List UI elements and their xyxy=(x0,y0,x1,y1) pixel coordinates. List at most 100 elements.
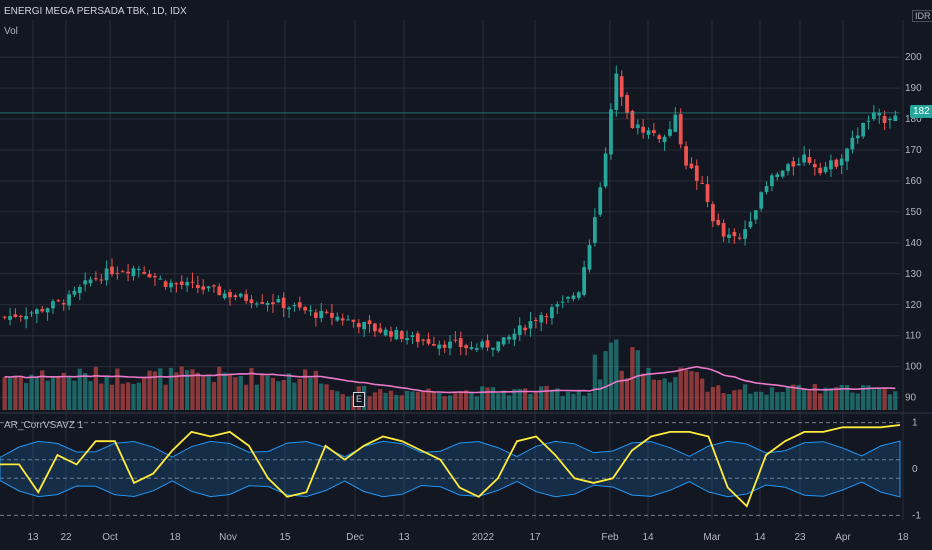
candle-body xyxy=(195,284,200,288)
candle-body xyxy=(319,310,324,319)
candle-body xyxy=(206,286,211,289)
candle-body xyxy=(458,338,463,348)
candle-body xyxy=(45,308,50,313)
volume-bar xyxy=(710,386,716,410)
volume-bar xyxy=(88,381,93,410)
candle-body xyxy=(24,316,29,320)
time-tick-label: 23 xyxy=(794,532,806,543)
candle-body xyxy=(845,148,849,162)
candle-body xyxy=(410,335,415,338)
candle-body xyxy=(576,292,581,298)
time-tick-label: 2022 xyxy=(472,532,495,543)
candle-body xyxy=(587,244,592,270)
volume-bar xyxy=(286,373,292,410)
volume-bar xyxy=(753,391,758,410)
candle-body xyxy=(426,338,431,344)
volume-bar xyxy=(485,387,490,410)
volume-bar xyxy=(147,370,152,410)
volume-bar xyxy=(748,393,753,410)
candle-body xyxy=(378,328,383,333)
candle-body xyxy=(786,164,790,171)
chart-title[interactable]: ENERGI MEGA PERSADA TBK, 1D, IDX xyxy=(4,6,187,17)
volume-bar xyxy=(18,375,23,410)
volume-bar xyxy=(249,367,254,410)
candle-body xyxy=(678,114,683,145)
volume-bar xyxy=(490,387,496,410)
candle-body xyxy=(313,312,318,318)
volume-bar xyxy=(99,383,104,410)
candle-body xyxy=(630,110,635,128)
candle-body xyxy=(228,291,232,298)
indicator-axis[interactable]: -1 0 1 xyxy=(912,418,921,522)
volume-bar xyxy=(614,339,619,410)
time-tick-label: 13 xyxy=(27,532,39,543)
volume-bar xyxy=(844,385,850,410)
candle-body xyxy=(748,221,753,228)
candle-body xyxy=(721,223,726,237)
price-tick-label: 180 xyxy=(905,114,922,125)
candle-body xyxy=(244,294,248,301)
volume-bar xyxy=(297,378,302,410)
volume-bar xyxy=(163,384,168,410)
candle-body xyxy=(743,229,747,239)
candle-body xyxy=(598,187,603,215)
volume-bar xyxy=(501,390,506,410)
candle-body xyxy=(646,130,651,135)
candle-body xyxy=(432,343,436,346)
volume-bar xyxy=(276,381,281,410)
candle-body xyxy=(711,204,715,222)
candle-body xyxy=(83,280,88,285)
volume-bar xyxy=(50,377,56,410)
candle-body xyxy=(61,303,66,305)
earnings-event-marker[interactable]: E xyxy=(353,392,365,407)
candle-body xyxy=(727,234,731,238)
indicator-tick-label: 1 xyxy=(912,418,918,429)
volume-bar xyxy=(785,386,791,410)
volume-bar xyxy=(378,389,383,410)
candle-body xyxy=(233,295,238,298)
candle-body xyxy=(265,303,270,305)
volume-bar xyxy=(45,380,50,410)
candle-body xyxy=(555,304,560,307)
time-tick-label: Dec xyxy=(346,532,364,543)
candle-body xyxy=(625,95,629,113)
volume-bar xyxy=(742,384,748,410)
volume-bar xyxy=(512,389,517,410)
volume-bar xyxy=(40,370,45,410)
grid xyxy=(0,20,904,520)
price-axis[interactable]: 90 100 110 120 130 140 150 160 170 180 190 200 xyxy=(905,52,922,403)
time-axis[interactable]: 13 22 Oct 18 Nov 15 Dec 13 2022 17 Feb 14 Mar 14 23 Apr… xyxy=(27,532,909,543)
time-tick-label: 13 xyxy=(398,532,410,543)
candle-body xyxy=(893,115,898,121)
volume-moving-average xyxy=(4,365,896,394)
time-tick-label: 14 xyxy=(642,532,654,543)
candle-body xyxy=(174,283,179,285)
candle-body xyxy=(802,154,806,163)
volume-bar xyxy=(576,391,581,410)
candle-body xyxy=(29,312,34,314)
indicator-pane xyxy=(0,422,901,516)
candle-body xyxy=(8,316,12,320)
candlestick-series xyxy=(2,65,898,357)
volume-bar xyxy=(168,367,174,410)
volume-bar xyxy=(812,383,817,410)
volume-bar xyxy=(125,382,131,410)
candle-body xyxy=(51,301,55,309)
candle-body xyxy=(571,295,576,300)
volume-bar xyxy=(324,384,329,410)
candle-body xyxy=(657,135,662,140)
candle-body xyxy=(40,309,45,312)
indicator-label[interactable]: AR_CorrVSAVZ 1 xyxy=(4,420,84,431)
volume-bar xyxy=(598,379,603,410)
volume-bar xyxy=(860,385,866,410)
correlation-line xyxy=(0,424,901,508)
candle-body xyxy=(287,307,291,310)
volume-bar xyxy=(437,393,442,410)
candle-body xyxy=(77,287,82,294)
volume-label[interactable]: Vol xyxy=(4,26,18,37)
candle-body xyxy=(877,112,882,116)
candle-body xyxy=(812,163,817,168)
volume-bar xyxy=(77,368,82,410)
time-tick-label: Mar xyxy=(703,532,721,543)
